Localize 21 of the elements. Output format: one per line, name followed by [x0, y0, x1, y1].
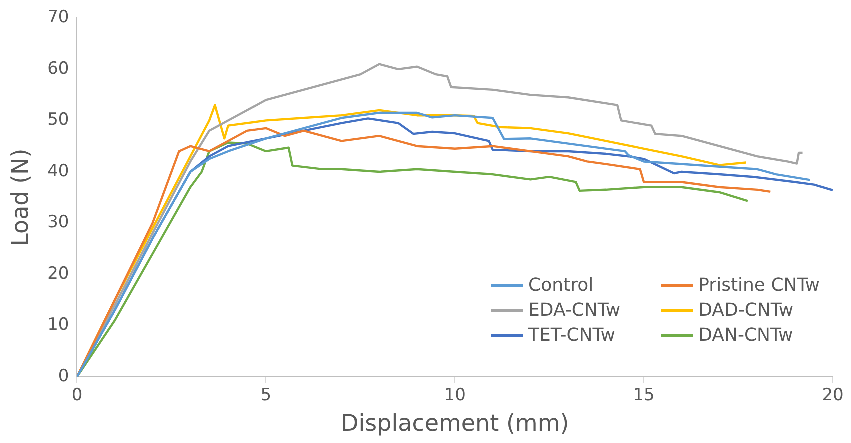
x-tick-label: 15: [633, 386, 655, 406]
y-tick-label: 30: [48, 212, 70, 233]
legend-label: Control: [528, 275, 594, 296]
legend-label: Pristine CNTw: [698, 275, 820, 296]
x-tick-label: 20: [822, 386, 844, 406]
legend-label: EDA-CNTw: [528, 300, 621, 321]
y-tick-label: 20: [48, 264, 70, 284]
legend-label: TET-CNTw: [528, 325, 616, 346]
x-tick-label: 5: [260, 386, 272, 406]
x-tick-label: 10: [444, 386, 466, 406]
y-tick-label: 10: [48, 315, 70, 336]
y-tick-label: 50: [48, 110, 70, 130]
y-tick-label: 0: [58, 366, 70, 386]
y-tick-label: 60: [48, 58, 70, 79]
legend-label: DAD-CNTw: [698, 300, 794, 321]
y-tick-label: 70: [48, 8, 70, 28]
x-axis-title: Displacement (mm): [341, 411, 570, 438]
x-tick-label: 0: [72, 386, 83, 406]
y-axis-title: Load (N): [8, 148, 34, 246]
legend-label: DAN-CNTw: [698, 325, 794, 346]
y-tick-label: 40: [48, 161, 70, 182]
